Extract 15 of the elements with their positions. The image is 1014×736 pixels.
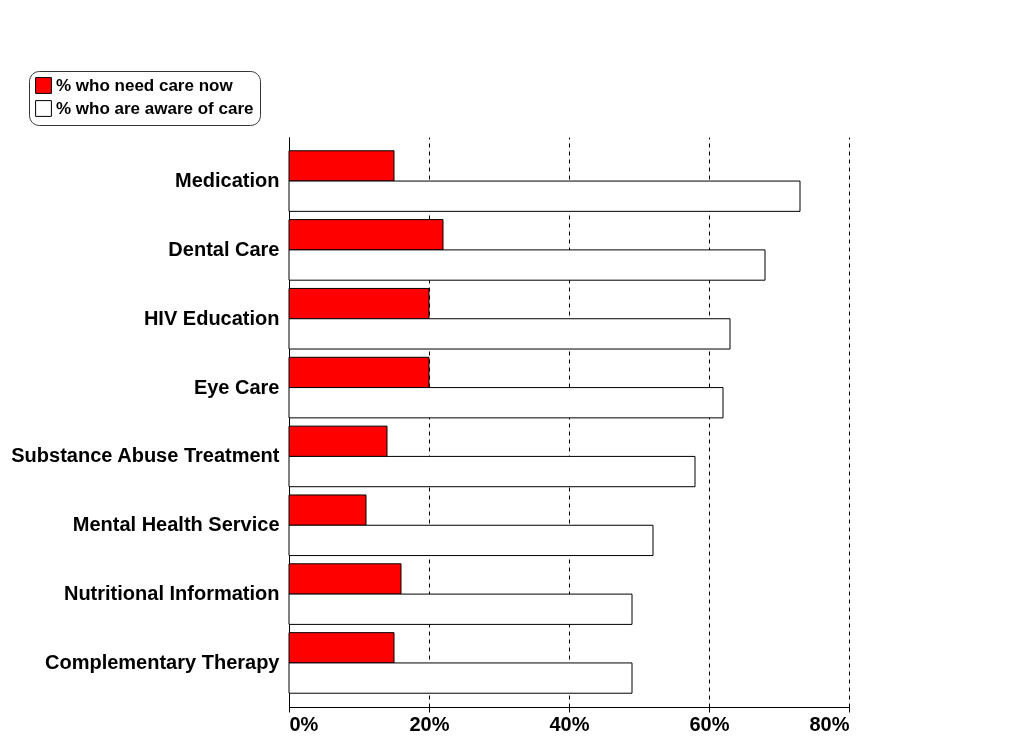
x-tick-label: 60%: [689, 712, 730, 735]
y-tick-label: Nutritional Information: [63, 582, 280, 605]
x-tick-label: 20%: [409, 712, 450, 735]
y-tick-label: Medication: [175, 169, 280, 192]
legend-label: % who need care now: [56, 75, 234, 95]
y-tick-label: Complementary Therapy: [44, 650, 281, 673]
y-tick-label: Eye Care: [193, 375, 280, 398]
y-tick-label: Mental Health Service: [72, 513, 280, 536]
x-tick-label: 40%: [549, 712, 590, 735]
x-tick-label: 80%: [809, 712, 850, 735]
legend-label: % who are aware of care: [56, 98, 254, 118]
x-tick-label: 0%: [289, 712, 319, 735]
y-tick-label: Dental Care: [168, 237, 280, 260]
y-tick-label: Substance Abuse Treatment: [11, 444, 280, 467]
y-tick-label: HIV Education: [143, 306, 280, 329]
